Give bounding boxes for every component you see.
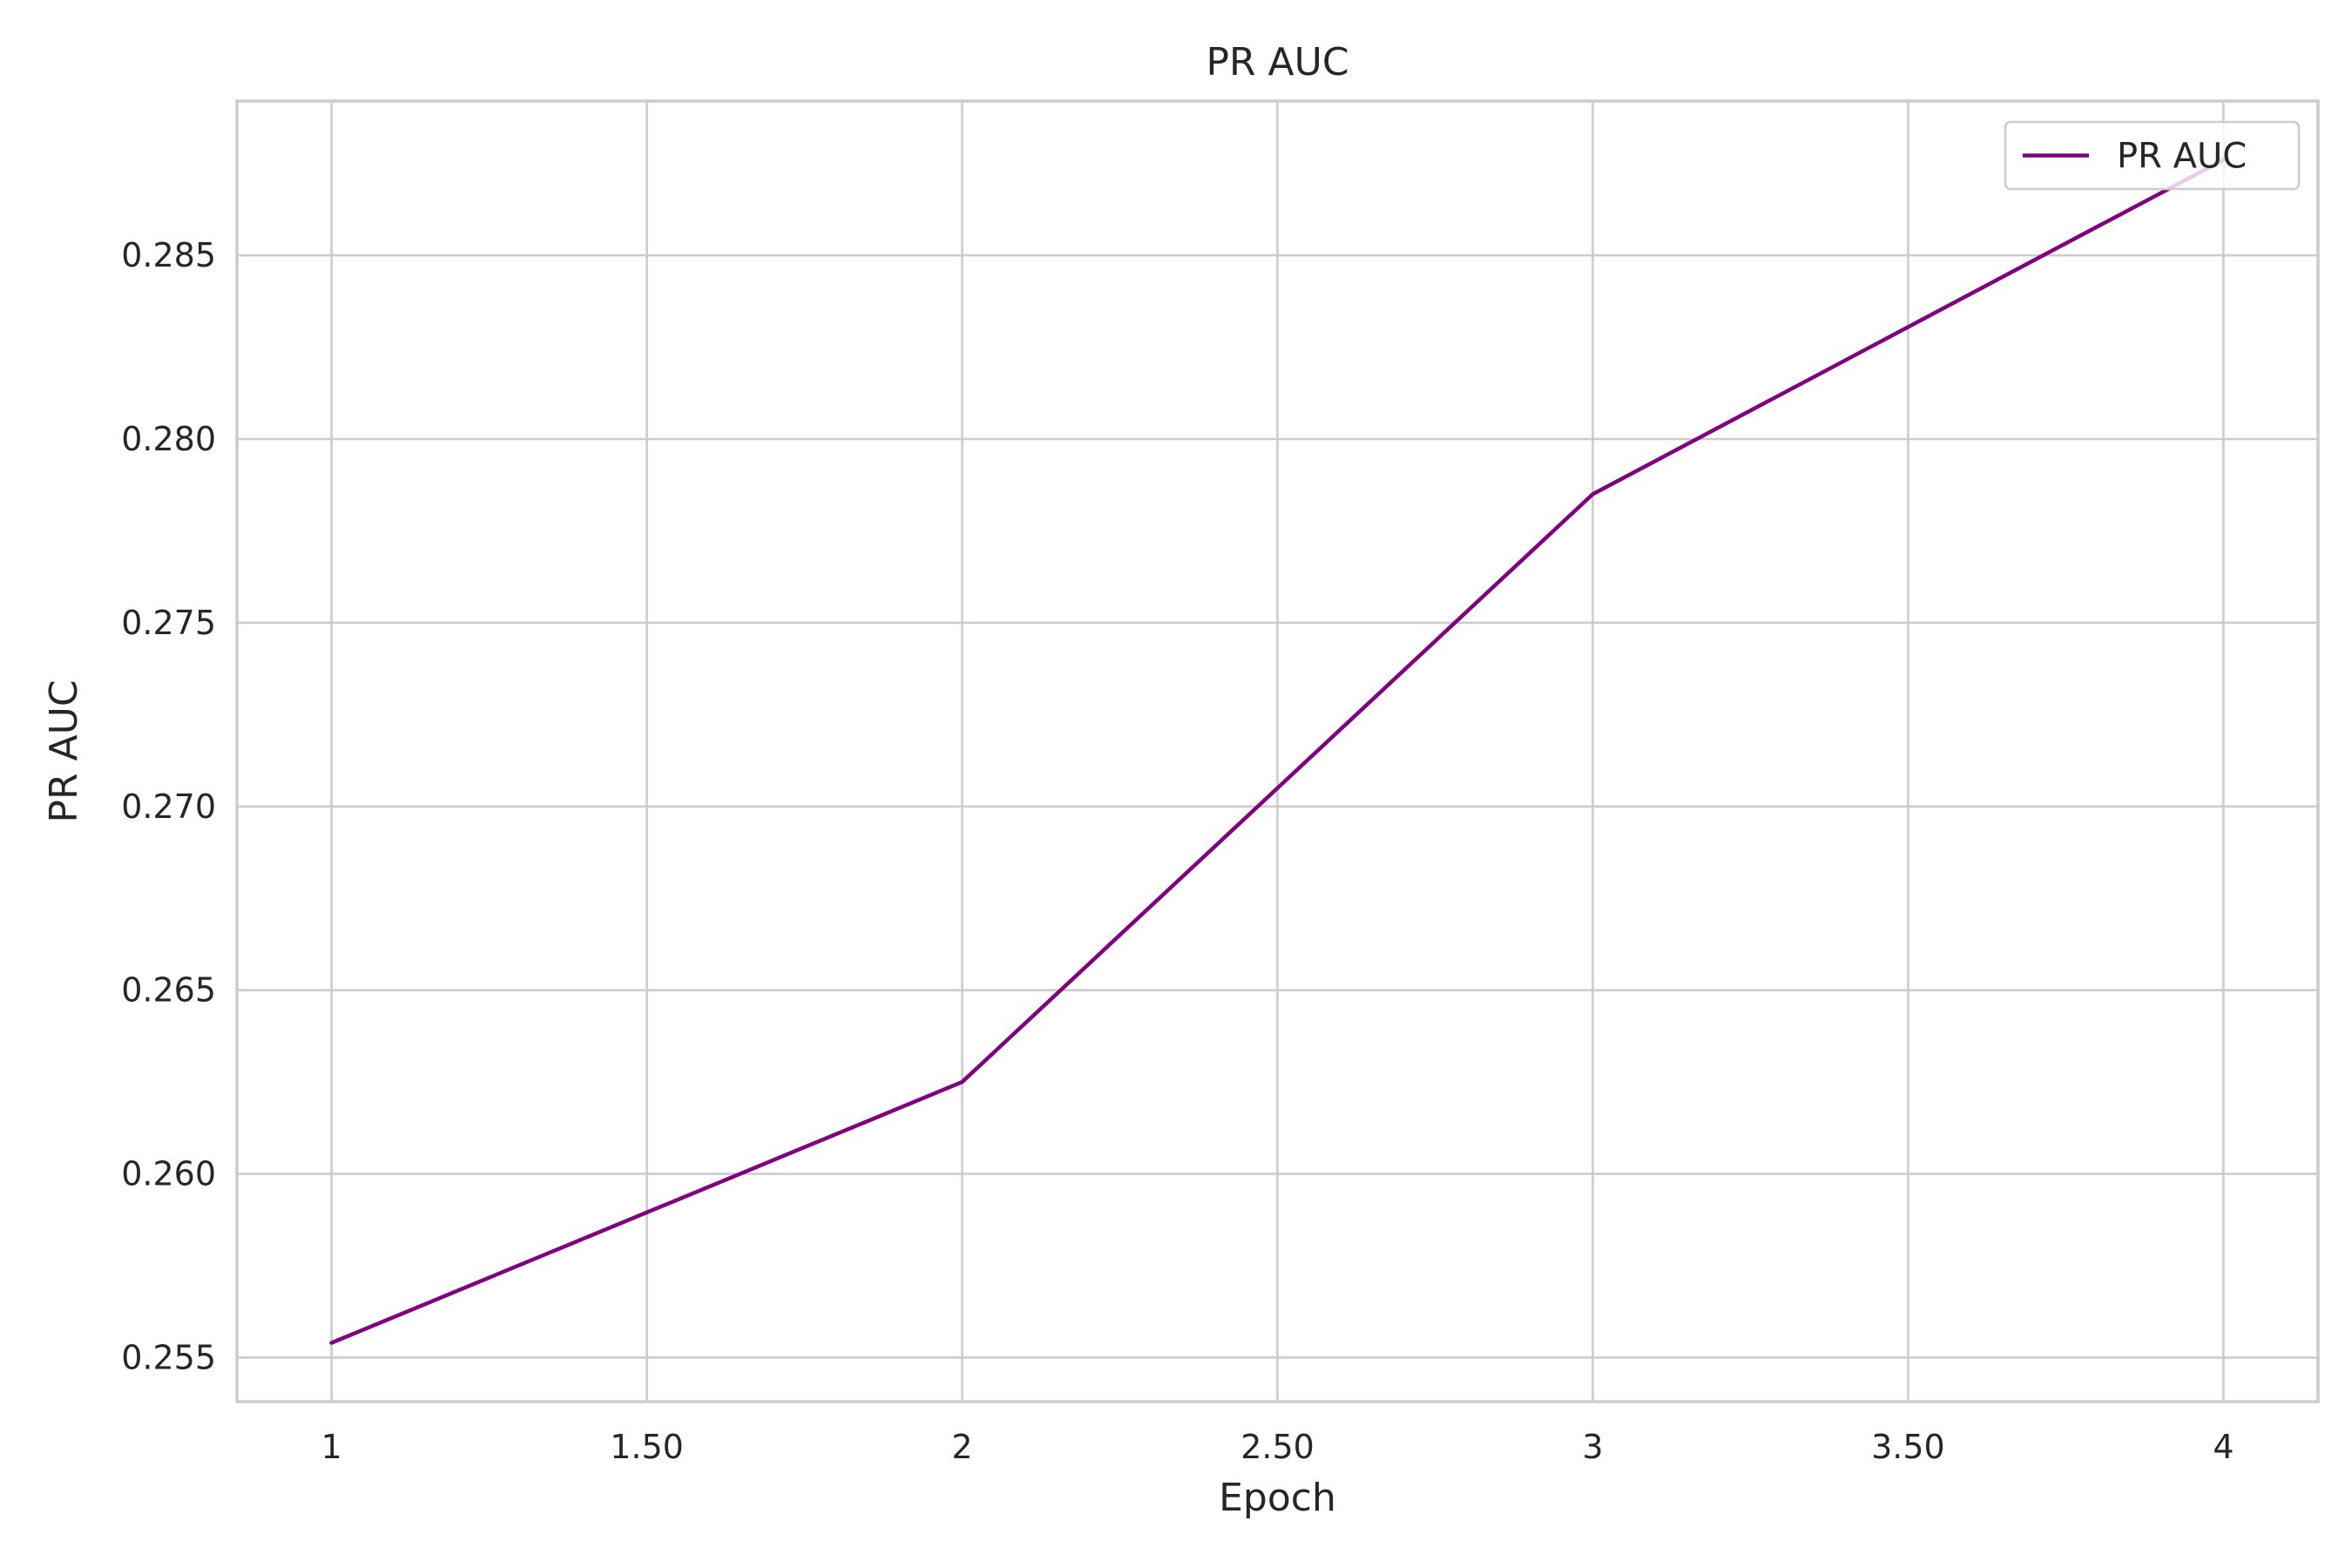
x-tick-label: 1.50: [610, 1428, 684, 1466]
legend: PR AUC: [2004, 120, 2301, 191]
plot-frame: [235, 99, 2320, 1403]
x-tick-label: 2.50: [1240, 1428, 1315, 1466]
y-tick-label: 0.255: [121, 1338, 216, 1376]
y-tick-label: 0.265: [121, 971, 216, 1010]
grid: [237, 101, 2318, 1402]
y-tick-label: 0.270: [121, 787, 216, 826]
x-tick-label: 2: [951, 1428, 972, 1466]
legend-label: PR AUC: [2117, 137, 2247, 177]
y-tick-label: 0.260: [121, 1155, 216, 1193]
x-tick-label: 3: [1582, 1428, 1603, 1466]
y-tick-label: 0.280: [121, 420, 216, 458]
x-tick-label: 1: [321, 1428, 341, 1466]
series-line-0: [329, 158, 2226, 1345]
tick-labels: 1 1.50 2 2.50 3 3.50 4 0.255 0.260 0.265 0.270 0.27…: [121, 236, 2234, 1466]
chart-title: PR AUC: [1206, 40, 1348, 84]
legend-box: [2004, 120, 2301, 191]
y-tick-label: 0.275: [121, 604, 216, 642]
x-tick-label: 3.50: [1871, 1428, 1945, 1466]
y-tick-label: 0.285: [121, 236, 216, 274]
series-layer: [329, 158, 2226, 1345]
x-axis-label: Epoch: [1219, 1476, 1336, 1520]
y-axis-label: PR AUC: [42, 679, 86, 822]
x-tick-label: 4: [2213, 1428, 2234, 1466]
